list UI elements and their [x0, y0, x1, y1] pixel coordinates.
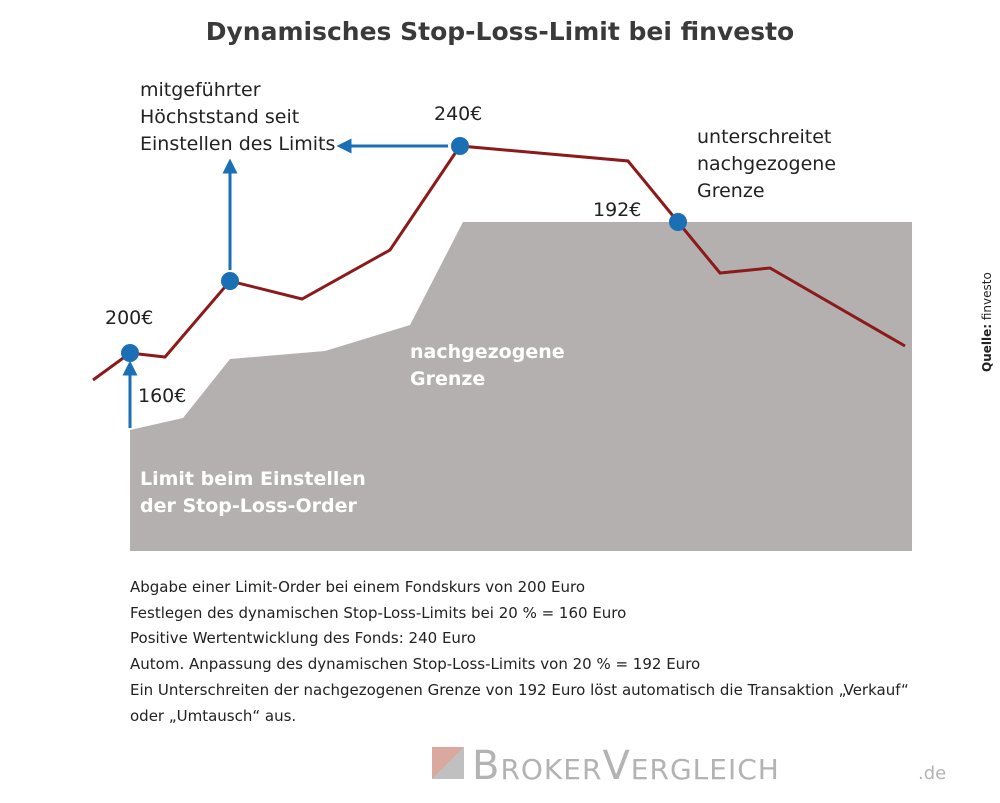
price-label: 240€: [434, 103, 482, 125]
text-line: Limit beim Einstellen: [140, 468, 366, 490]
logo-brand: BrokerVergleich: [472, 743, 780, 789]
text-line: Einstellen des Limits: [140, 133, 335, 155]
price-label: 192€: [593, 199, 641, 221]
text-line: unterschreitet: [697, 126, 831, 148]
point: [121, 344, 139, 362]
note: Abgabe einer Limit-Order bei einem Fonds…: [130, 578, 585, 596]
logo-tld: .de: [918, 763, 946, 784]
text-line: nachgezogene: [697, 153, 836, 175]
text-line: nachgezogene: [410, 341, 565, 363]
note: Festlegen des dynamischen Stop-Loss-Limi…: [130, 604, 626, 622]
point: [221, 272, 239, 290]
text-line: mitgeführter: [140, 79, 261, 101]
price-label: 200€: [105, 307, 153, 329]
annotation: Limit beim Einstellen der Stop-Loss-Orde…: [140, 468, 372, 517]
text-line: Höchststand seit: [140, 106, 299, 128]
note: oder „Umtausch“ aus.: [130, 707, 296, 725]
text-line: finvesto: [980, 272, 994, 320]
note: Positive Wertentwicklung des Fonds: 240 …: [130, 629, 476, 647]
text-line: Quelle:: [980, 324, 994, 372]
title: Dynamisches Stop-Loss-Limit bei finvesto: [206, 17, 795, 46]
note: Ein Unterschreiten der nachgezogenen Gre…: [130, 681, 909, 699]
annotation: mitgeführter Höchststand seit Einstellen…: [140, 79, 335, 155]
note: Autom. Anpassung des dynamischen Stop-Lo…: [130, 655, 700, 673]
point: [451, 137, 469, 155]
limit-area: [130, 222, 912, 551]
price-label: 160€: [138, 385, 186, 407]
point: [669, 213, 687, 231]
annotation: nachgezogene Grenze: [410, 341, 571, 390]
logo: BrokerVergleich .de: [432, 743, 946, 789]
annotation: unterschreitet nachgezogene Grenze: [697, 126, 842, 202]
text-line: Grenze: [410, 368, 485, 390]
price-line: [92, 144, 906, 382]
text-line: der Stop-Loss-Order: [140, 495, 357, 517]
source: Quelle: finvesto: [980, 272, 994, 372]
text-line: Grenze: [697, 180, 765, 202]
